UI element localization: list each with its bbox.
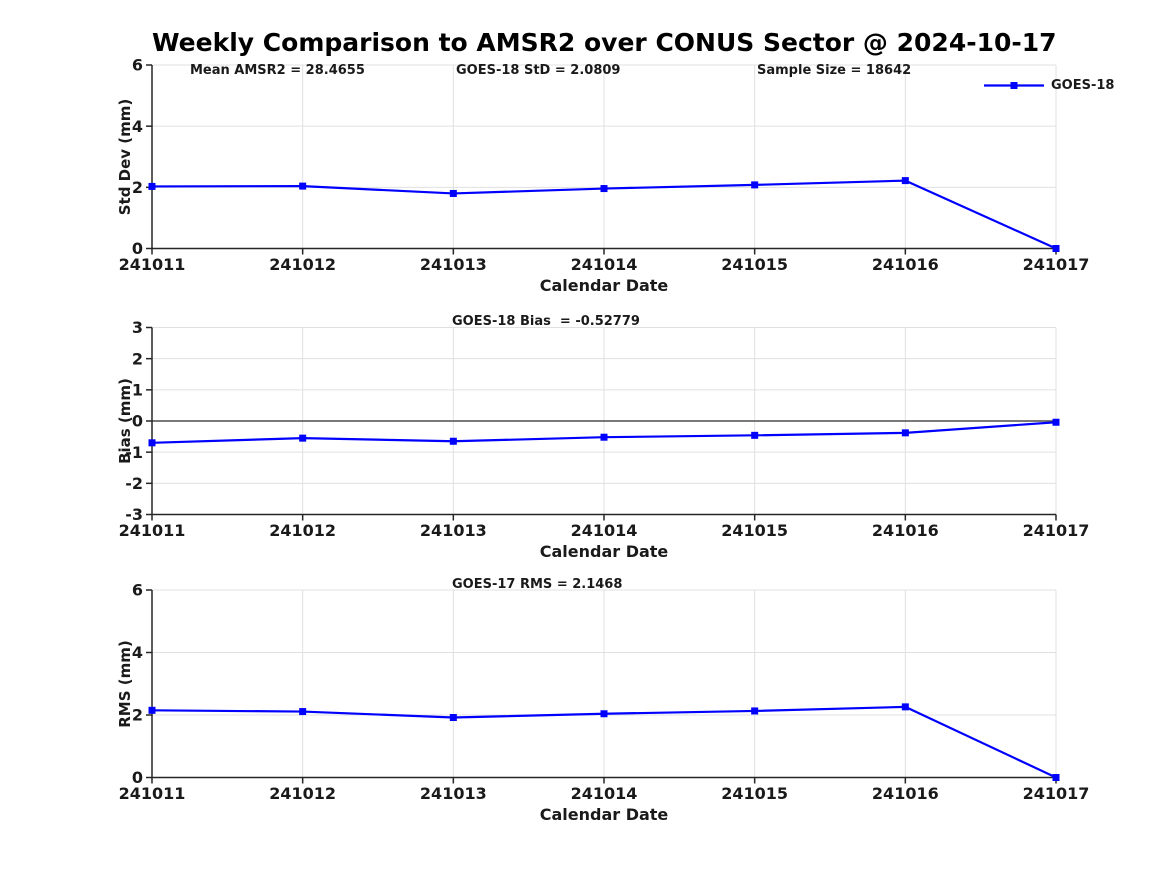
annotation-goes18-std: GOES-18 StD = 2.0809 (456, 63, 621, 78)
x-tick-label: 241011 (119, 521, 186, 540)
x-tick-label: 241014 (571, 784, 638, 803)
x-tick-label: 241017 (1023, 784, 1090, 803)
subplot-1: 241011 241012 241013 241014 241015 241016 2410… (119, 56, 1090, 275)
y-tick-label: 3 (132, 318, 143, 337)
y-tick-label: 6 (132, 56, 143, 75)
y-tick-label: -3 (125, 505, 143, 524)
y-tick-label: 4 (132, 117, 143, 136)
data-marker (600, 710, 608, 718)
data-marker (751, 707, 759, 715)
data-marker (1052, 418, 1060, 426)
x-tick-label: 241014 (571, 521, 638, 540)
x-axis-label-2: Calendar Date (539, 542, 669, 561)
x-tick-label: 241017 (1023, 521, 1090, 540)
legend: GOES-18 (983, 78, 1114, 93)
x-tick-label: 241017 (1023, 255, 1090, 274)
data-marker (751, 431, 759, 439)
y-tick-label: 4 (132, 643, 143, 662)
x-tick-label: 241012 (269, 255, 336, 274)
y-tick-label: 1 (132, 380, 143, 399)
x-tick-label: 241011 (119, 255, 186, 274)
x-tick-label: 241015 (721, 784, 788, 803)
data-marker (751, 181, 759, 189)
data-marker (1052, 774, 1060, 781)
x-tick-label: 241016 (872, 255, 939, 274)
data-marker (901, 703, 909, 711)
data-marker (148, 706, 156, 714)
x-tick-label: 241016 (872, 784, 939, 803)
data-marker (299, 182, 307, 190)
annotation-mean-amsr2: Mean AMSR2 = 28.4655 (190, 63, 365, 78)
legend-line-icon (984, 82, 1044, 89)
annotation-sample-size: Sample Size = 18642 (757, 63, 912, 78)
x-tick-label: 241016 (872, 521, 939, 540)
subplot-2: 241011 241012 241013 241014 241015 241016 2410… (119, 318, 1090, 540)
x-tick-label: 241014 (571, 255, 638, 274)
data-marker (901, 177, 909, 185)
data-marker (299, 434, 307, 442)
y-tick-label: 6 (132, 581, 143, 600)
data-marker (901, 429, 909, 437)
data-marker (148, 182, 156, 190)
y-tick-label: -2 (125, 474, 143, 493)
y-tick-label: 2 (132, 706, 143, 725)
annotation-goes17-rms: GOES-17 RMS = 2.1468 (452, 577, 623, 592)
data-marker (600, 185, 608, 193)
x-tick-label: 241013 (420, 255, 487, 274)
y-tick-label: 2 (132, 178, 143, 197)
x-tick-label: 241013 (420, 521, 487, 540)
data-marker (449, 189, 457, 197)
data-marker (148, 439, 156, 447)
y-axis-label-rms-text: RMS (mm) (116, 640, 134, 728)
y-axis-label-std-dev-text: Std Dev (mm) (116, 98, 134, 216)
data-marker (299, 708, 307, 716)
data-marker (449, 714, 457, 721)
data-marker (449, 437, 457, 445)
x-tick-label: 241012 (269, 784, 336, 803)
figure-title: Weekly Comparison to AMSR2 over CONUS Se… (152, 28, 1057, 57)
y-tick-label: 0 (132, 239, 143, 258)
y-tick-label: 0 (132, 768, 143, 787)
x-tick-label: 241015 (721, 255, 788, 274)
data-marker (1052, 245, 1060, 252)
x-axis-label-1: Calendar Date (539, 276, 669, 295)
x-tick-label: 241013 (420, 784, 487, 803)
x-tick-label: 241012 (269, 521, 336, 540)
data-marker (600, 433, 608, 441)
y-tick-label: 2 (132, 349, 143, 368)
subplot-3: 241011 241012 241013 241014 241015 241016 2410… (119, 581, 1090, 804)
y-axis-label-bias-text: Bias (mm) (116, 378, 134, 464)
y-tick-label: 0 (132, 412, 143, 431)
legend-label: GOES-18 (1051, 78, 1115, 93)
x-tick-label: 241011 (119, 784, 186, 803)
y-tick-label: -1 (125, 443, 143, 462)
x-axis-label-3: Calendar Date (539, 805, 669, 824)
x-tick-label: 241015 (721, 521, 788, 540)
annotation-goes18-bias: GOES-18 Bias = -0.52779 (452, 314, 640, 329)
